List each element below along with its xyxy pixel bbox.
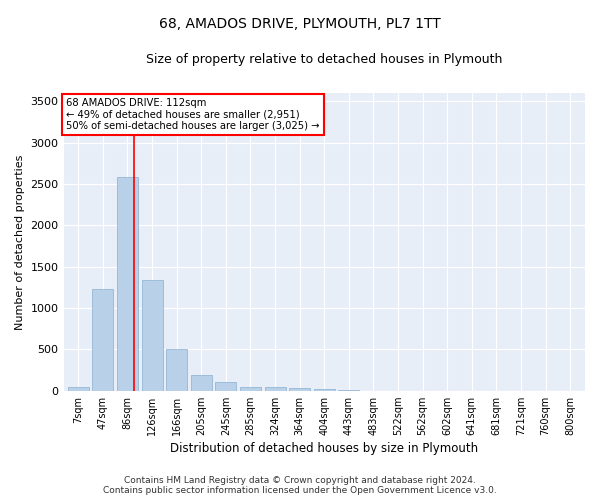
Title: Size of property relative to detached houses in Plymouth: Size of property relative to detached ho… (146, 52, 502, 66)
Bar (265, 387, 286, 390)
Bar (68, 386, 89, 390)
Text: 68, AMADOS DRIVE, PLYMOUTH, PL7 1TT: 68, AMADOS DRIVE, PLYMOUTH, PL7 1TT (159, 18, 441, 32)
Bar (92, 290, 113, 390)
Bar (314, 389, 335, 390)
Bar (191, 376, 212, 390)
Bar (289, 388, 310, 390)
Bar (142, 280, 163, 390)
Text: Contains HM Land Registry data © Crown copyright and database right 2024.
Contai: Contains HM Land Registry data © Crown c… (103, 476, 497, 495)
Text: 68 AMADOS DRIVE: 112sqm
← 49% of detached houses are smaller (2,951)
50% of semi: 68 AMADOS DRIVE: 112sqm ← 49% of detache… (66, 98, 320, 130)
Bar (215, 382, 236, 390)
Bar (240, 386, 261, 390)
Y-axis label: Number of detached properties: Number of detached properties (15, 154, 25, 330)
Bar (166, 350, 187, 391)
Bar (117, 178, 138, 390)
X-axis label: Distribution of detached houses by size in Plymouth: Distribution of detached houses by size … (170, 442, 478, 455)
